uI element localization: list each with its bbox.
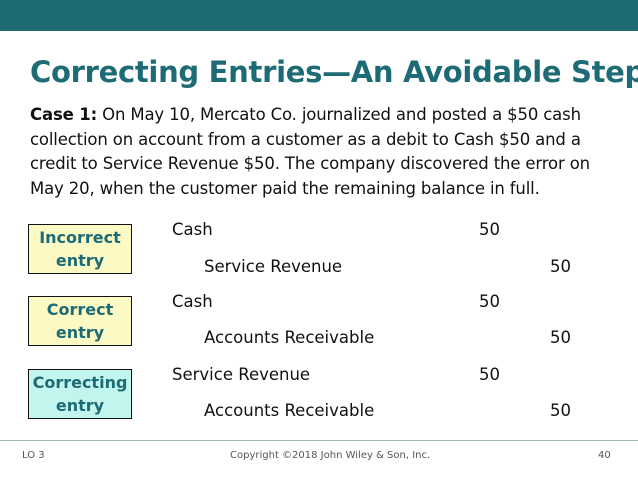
correcting-credit-account: Accounts Receivable [204,401,375,420]
slide-title: Correcting Entries—An Avoidable Step [30,55,638,89]
incorrect-entry-label-box: Incorrect entry [28,224,132,274]
correct-entry-label-box: Correct entry [28,296,132,346]
learning-objective: LO 3 [22,450,45,461]
incorrect-credit-account: Service Revenue [204,257,343,276]
top-banner [0,0,638,31]
correct-debit-amount: 50 [479,292,500,311]
footer-divider [0,440,638,441]
correct-debit-account: Cash [172,292,213,311]
correcting-debit-account: Service Revenue [172,365,311,384]
correcting-entry-label-box: Correcting entry [28,369,132,419]
correct-credit-amount: 50 [550,328,571,347]
case-body: On May 10, Mercato Co. journalized and p… [30,105,590,198]
correcting-credit-amount: 50 [550,401,571,420]
incorrect-entry-label: Incorrect entry [39,228,121,270]
correct-credit-account: Accounts Receivable [204,328,375,347]
correct-entry-label: Correct entry [46,300,114,342]
incorrect-credit-amount: 50 [550,257,571,276]
case-description: Case 1: On May 10, Mercato Co. journaliz… [30,103,615,201]
copyright-notice: Copyright ©2018 John Wiley & Son, Inc. [230,450,431,461]
page-number: 40 [598,450,611,461]
correcting-entry-label: Correcting entry [32,373,128,415]
incorrect-debit-amount: 50 [479,220,500,239]
incorrect-debit-account: Cash [172,220,213,239]
correcting-debit-amount: 50 [479,365,500,384]
case-label: Case 1: [30,105,98,124]
